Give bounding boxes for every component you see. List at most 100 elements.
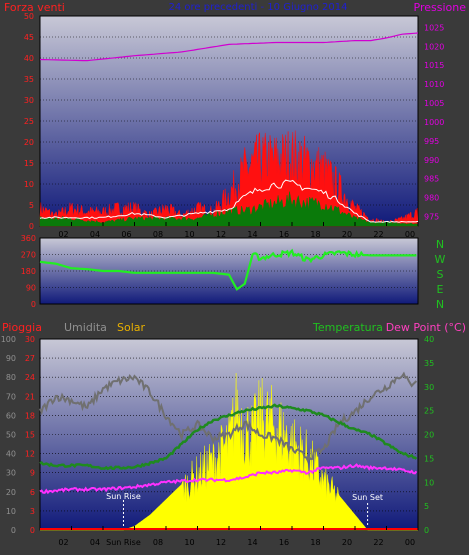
- wind-y-tick-label: 15: [24, 159, 34, 168]
- wind-y-tick-label: 50: [24, 12, 34, 21]
- rain-y-tick-label: 0: [30, 526, 35, 535]
- pressure-y-tick-label: 995: [424, 137, 439, 146]
- wind-x-ticks: 02 04 06 08 10 12 14 16 18 20 22 00: [58, 222, 419, 239]
- x-tick-label: 06: [121, 230, 131, 239]
- x-tick-label: 04: [90, 538, 100, 547]
- x-tick-label: 10: [184, 538, 194, 547]
- temperature-x-ticks: 02 04 Sun Rise 08 10 12 14 16 18 20 22 00: [58, 526, 419, 547]
- pressure-y-tick-label: 980: [424, 194, 439, 203]
- pressure-series: [39, 32, 419, 62]
- temperature-series: [39, 403, 418, 471]
- pressure-y-tick-label: 975: [424, 213, 439, 222]
- temperature-y-tick-label: 35: [424, 359, 434, 368]
- x-tick-label: 02: [58, 230, 68, 239]
- x-tick-label: 16: [279, 230, 289, 239]
- pressure-y-tick-label: 990: [424, 156, 439, 165]
- rain-y-tick-label: 30: [25, 335, 35, 344]
- x-tick-label: 08: [153, 230, 163, 239]
- temperature-y-tick-label: 0: [424, 526, 429, 535]
- pressure-y-tick-label: 1025: [424, 23, 444, 32]
- solar-axis-label: Solar: [117, 321, 146, 334]
- wind-y-tick-label: 35: [24, 75, 34, 84]
- humidity-y-tick-label: 50: [6, 431, 16, 440]
- compass-letter: W: [435, 253, 446, 266]
- humidity-y-tick-label: 40: [6, 450, 16, 459]
- wind-y-tick-label: 0: [29, 222, 34, 231]
- humidity-y-tick-label: 80: [6, 373, 16, 382]
- x-tick-label: 20: [342, 230, 352, 239]
- wind-y-tick-label: 45: [24, 33, 34, 42]
- rain-y-tick-label: 15: [25, 431, 35, 440]
- humidity-y-tick-label: 0: [11, 526, 16, 535]
- x-tick-label: 14: [247, 538, 257, 547]
- wind-average-series: [39, 179, 419, 223]
- direction-y-tick-label: 180: [21, 267, 36, 276]
- direction-y-tick-label: 0: [31, 300, 36, 309]
- x-tick-label: 18: [310, 230, 320, 239]
- x-tick-label: 00: [405, 538, 415, 547]
- humidity-y-tick-label: 10: [6, 507, 16, 516]
- rain-y-tick-label: 21: [25, 392, 35, 401]
- rain-y-ticks: 0 3 6 9 12 15 18 21 24 27 30: [25, 335, 35, 535]
- temperature-axis-label: Temperatura: [312, 321, 383, 334]
- humidity-axis-label: Umidita: [64, 321, 107, 334]
- humidity-y-tick-label: 20: [6, 488, 16, 497]
- temperature-y-ticks: 0 5 10 15 20 25 30 35 40: [424, 335, 434, 535]
- gust-series: [39, 130, 419, 227]
- temperature-y-tick-label: 30: [424, 383, 434, 392]
- x-tick-label: 18: [310, 538, 320, 547]
- temperature-y-tick-label: 15: [424, 454, 434, 463]
- direction-y-tick-label: 90: [26, 284, 36, 293]
- compass-letter: E: [437, 283, 444, 296]
- humidity-y-tick-label: 30: [6, 469, 16, 478]
- wind-y-tick-label: 25: [24, 117, 34, 126]
- sunrise-label: Sun Rise: [106, 492, 141, 501]
- x-tick-label: 16: [279, 538, 289, 547]
- x-tick-label: 02: [58, 538, 68, 547]
- wind-y-ticks: 0 5 10 15 20 25 30 35 40 45 50: [24, 12, 34, 231]
- humidity-y-tick-label: 90: [6, 354, 16, 363]
- rain-y-tick-label: 24: [25, 373, 35, 382]
- temperature-y-tick-label: 10: [424, 478, 434, 487]
- pressure-y-tick-label: 1010: [424, 80, 444, 89]
- x-tick-label: 00: [405, 230, 415, 239]
- direction-y-ticks: 0 90 180 270 360: [21, 234, 36, 309]
- sun-events: Sun Rise Sun Set: [106, 492, 383, 527]
- humidity-series: [39, 371, 418, 463]
- rain-y-tick-label: 3: [30, 507, 35, 516]
- chart-title: 24 ore precedenti - 10 Giugno 2014: [169, 2, 348, 13]
- temperature-series: [39, 371, 418, 531]
- x-tick-label: 22: [373, 230, 383, 239]
- humidity-y-ticks: 0 10 20 30 40 50 60 70 80 90 100: [1, 335, 16, 535]
- temperature-y-tick-label: 40: [424, 335, 434, 344]
- pressure-y-ticks: 975 980 985 990 995 1000 1005 1010 1015 1020 1025: [424, 23, 444, 221]
- x-tick-label: 12: [216, 230, 226, 239]
- pressure-y-tick-label: 1020: [424, 42, 444, 51]
- temperature-y-tick-label: 25: [424, 407, 434, 416]
- dewpoint-series: [39, 463, 418, 495]
- x-tick-label: 22: [373, 538, 383, 547]
- x-tick-label: 08: [153, 538, 163, 547]
- dewpoint-axis-label: Dew Point (°C): [386, 321, 466, 334]
- pressure-axis-label: Pressione: [414, 1, 467, 14]
- pressure-y-tick-label: 1000: [424, 118, 444, 127]
- temperature-y-tick-label: 5: [424, 502, 429, 511]
- direction-series: [39, 248, 417, 291]
- wind-y-tick-label: 10: [24, 180, 34, 189]
- wind-axis-label: Forza venti: [4, 1, 65, 14]
- wind-y-tick-label: 20: [24, 138, 34, 147]
- direction-y-tick-label: 360: [21, 234, 36, 243]
- direction-series: [39, 248, 417, 291]
- x-tick-label: 14: [247, 230, 257, 239]
- rain-y-tick-label: 9: [30, 469, 35, 478]
- rain-y-tick-label: 6: [30, 488, 35, 497]
- wind-y-tick-label: 5: [29, 201, 34, 210]
- x-tick-label: 04: [90, 230, 100, 239]
- pressure-y-tick-label: 985: [424, 175, 439, 184]
- compass-letter: S: [437, 268, 444, 281]
- sunset-label: Sun Set: [352, 493, 383, 502]
- x-tick-label: 20: [342, 538, 352, 547]
- direction-grid: [40, 237, 418, 305]
